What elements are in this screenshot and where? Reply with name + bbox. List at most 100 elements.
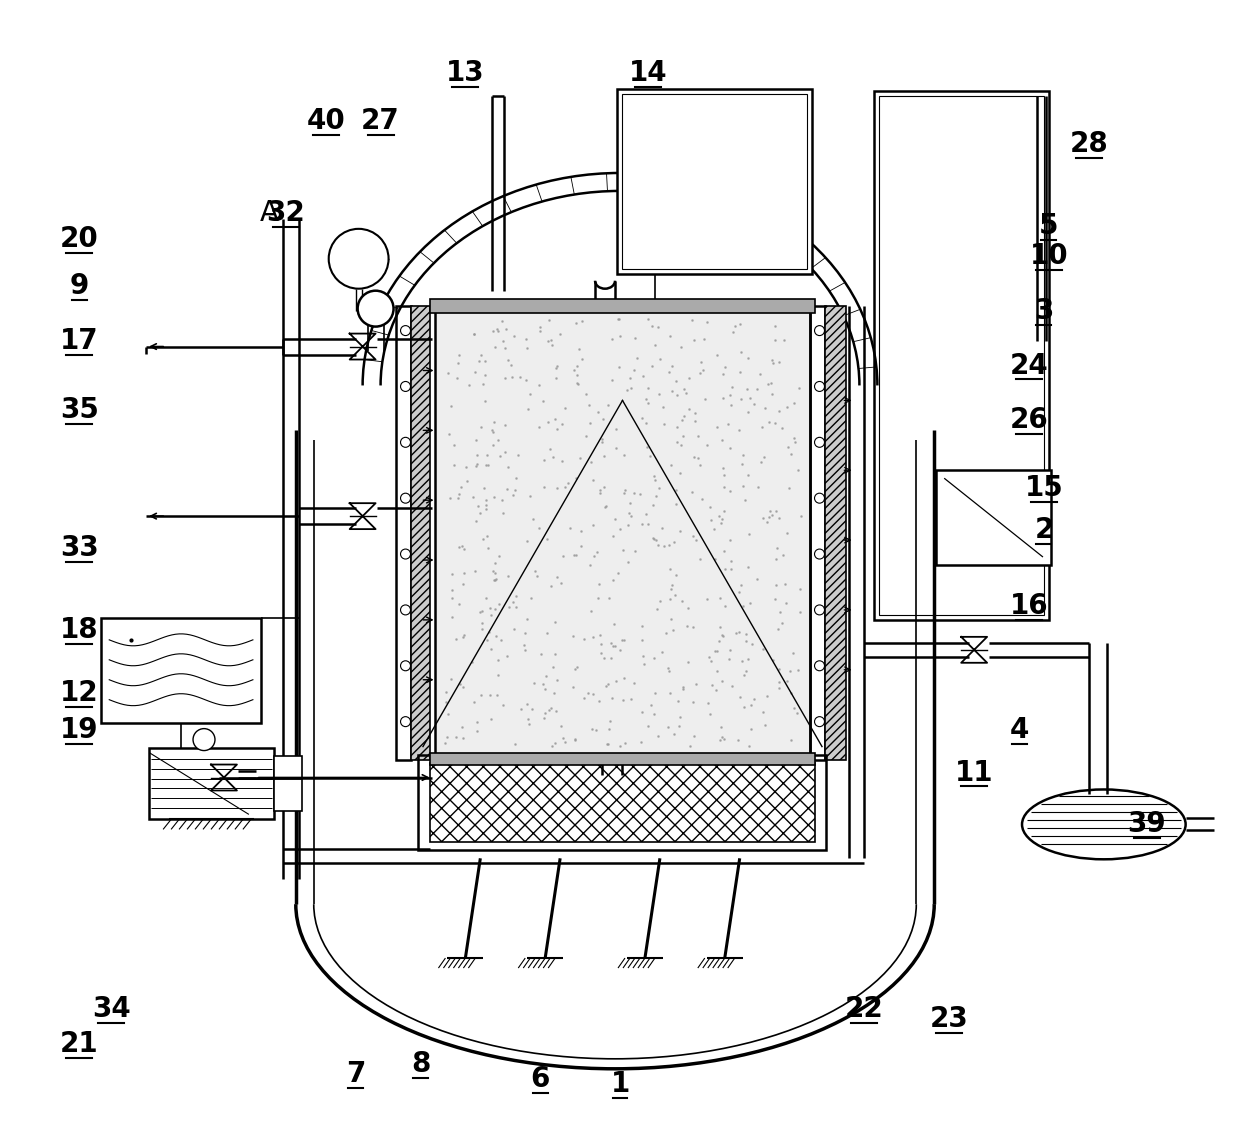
Point: [546, 368, 565, 387]
Point: [453, 678, 472, 696]
Point: [590, 626, 610, 645]
Point: [673, 380, 693, 398]
Point: [636, 414, 656, 432]
Point: [471, 418, 491, 436]
Point: [449, 345, 469, 364]
Point: [594, 447, 614, 466]
Point: [567, 313, 587, 331]
Point: [644, 467, 663, 485]
Point: [568, 375, 588, 393]
Point: [693, 361, 713, 380]
Point: [489, 651, 508, 670]
Point: [706, 642, 725, 661]
Point: [686, 530, 706, 548]
Text: 3: 3: [1034, 297, 1054, 325]
Point: [554, 478, 574, 497]
Point: [621, 507, 641, 525]
Point: [441, 397, 461, 415]
Point: [761, 351, 781, 369]
Point: [769, 403, 789, 421]
Point: [441, 608, 461, 626]
Point: [547, 568, 567, 586]
Point: [732, 454, 751, 473]
Point: [661, 609, 681, 627]
Point: [568, 374, 588, 392]
Point: [751, 453, 771, 471]
Bar: [936, 470, 1052, 565]
Point: [775, 575, 795, 593]
Point: [556, 399, 575, 418]
Point: [552, 415, 572, 434]
Point: [609, 564, 629, 583]
Point: [734, 697, 754, 716]
Point: [732, 576, 751, 594]
Point: [709, 631, 729, 649]
Point: [680, 400, 699, 419]
Point: [671, 436, 691, 454]
Point: [547, 478, 567, 497]
Point: [492, 312, 512, 330]
Point: [673, 427, 693, 445]
Point: [785, 395, 805, 413]
Point: [485, 337, 505, 356]
Point: [489, 665, 508, 684]
Point: [601, 634, 621, 653]
Point: [500, 599, 520, 617]
Point: [733, 476, 753, 494]
Point: [583, 720, 603, 739]
Point: [601, 370, 621, 389]
Point: [701, 651, 720, 670]
Point: [655, 415, 675, 434]
Point: [670, 708, 689, 726]
Point: [672, 411, 692, 429]
Point: [481, 710, 501, 728]
Point: [544, 612, 564, 631]
Point: [569, 341, 589, 359]
Point: [464, 693, 484, 711]
Point: [619, 504, 639, 522]
Point: [564, 660, 584, 678]
Point: [497, 479, 517, 498]
Point: [660, 536, 680, 554]
Point: [454, 575, 474, 593]
Point: [505, 327, 525, 345]
Point: [630, 485, 650, 504]
Point: [503, 485, 523, 504]
Point: [610, 736, 630, 755]
Point: [777, 437, 797, 455]
Text: 26: 26: [1009, 406, 1048, 435]
Point: [481, 640, 501, 658]
Point: [754, 703, 774, 721]
Point: [652, 520, 672, 538]
Point: [661, 684, 681, 702]
Point: [482, 422, 502, 440]
Point: [508, 446, 528, 465]
Point: [590, 484, 610, 502]
Bar: [418, 755, 827, 850]
Point: [600, 649, 620, 668]
Point: [453, 537, 472, 555]
Point: [487, 686, 507, 704]
Point: [521, 588, 541, 607]
Point: [715, 560, 735, 578]
Point: [489, 547, 508, 565]
Point: [725, 623, 745, 641]
Point: [589, 692, 609, 710]
Point: [444, 457, 464, 475]
Point: [698, 694, 718, 712]
Point: [466, 431, 486, 450]
Point: [683, 693, 703, 711]
Point: [620, 494, 640, 513]
Point: [625, 329, 645, 348]
Point: [713, 389, 733, 407]
Point: [774, 330, 794, 349]
Point: [744, 395, 764, 413]
Point: [502, 368, 522, 387]
Point: [494, 504, 513, 522]
Point: [485, 600, 505, 618]
Point: [667, 434, 687, 452]
Point: [750, 365, 770, 383]
Point: [486, 319, 506, 337]
Point: [480, 686, 500, 704]
Point: [738, 559, 758, 577]
